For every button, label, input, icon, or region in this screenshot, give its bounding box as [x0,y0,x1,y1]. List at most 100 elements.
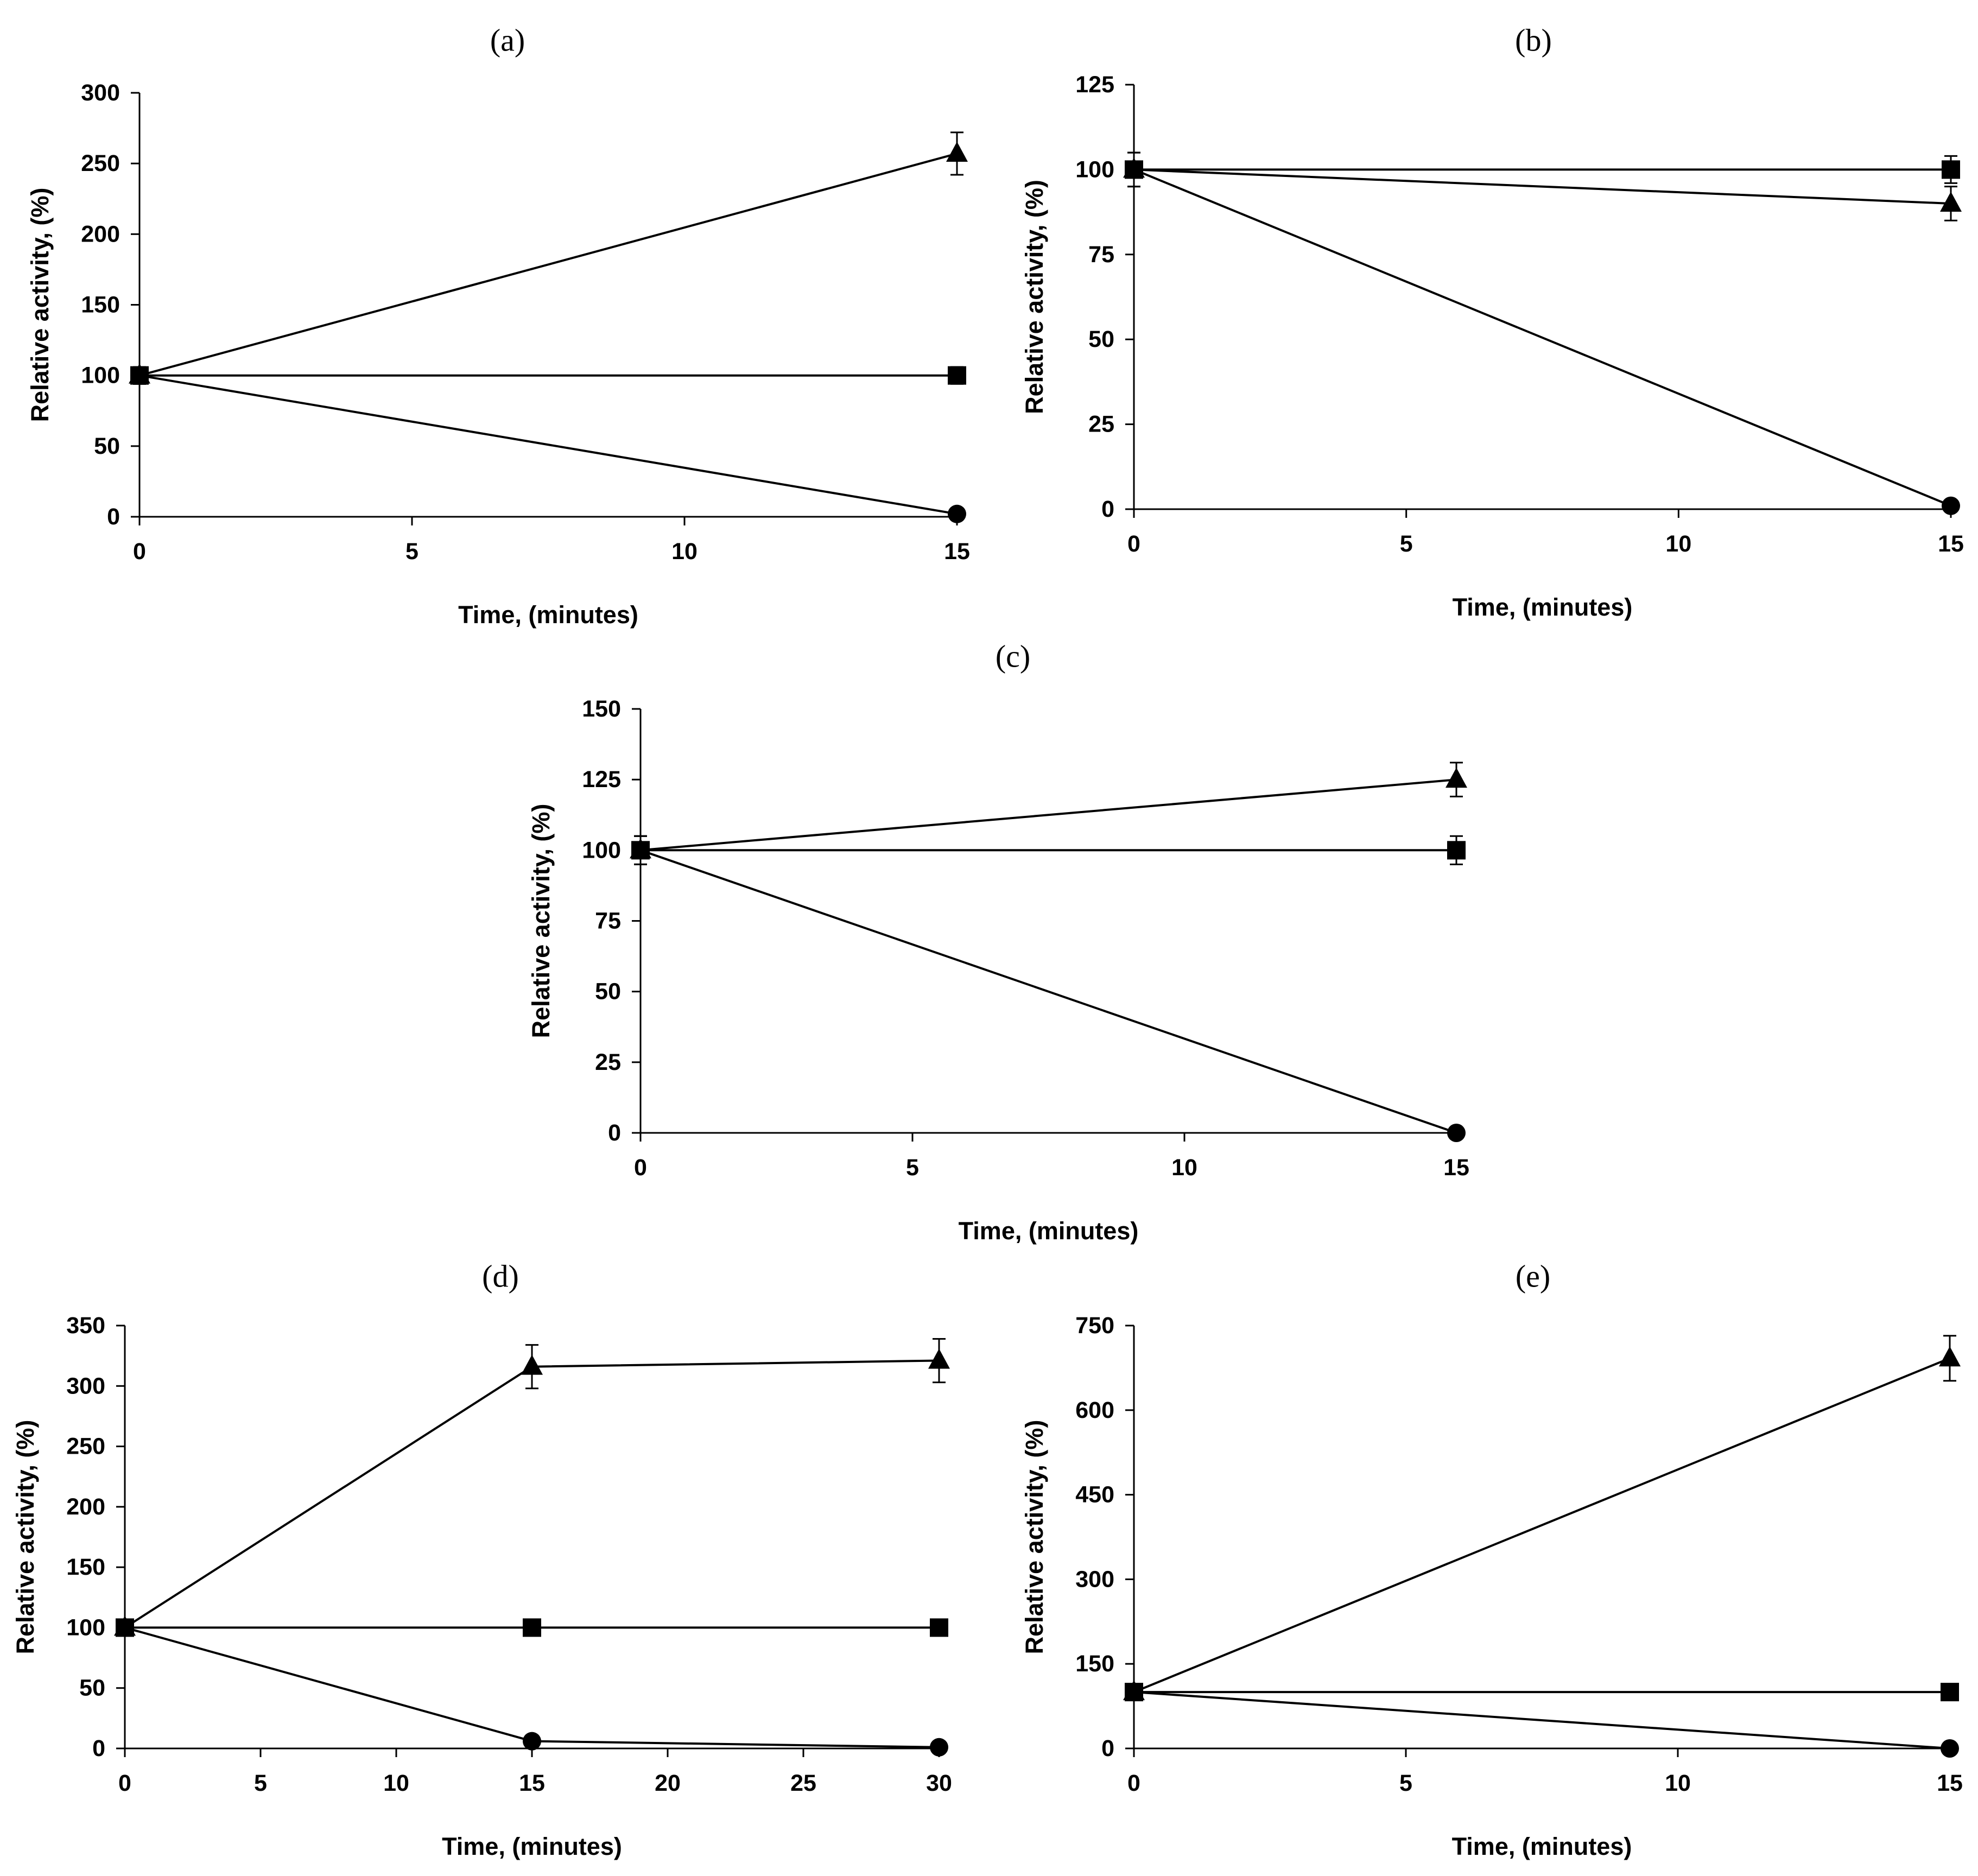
x-tick-label: 30 [926,1770,952,1796]
series-triangle [114,1338,950,1636]
panel-label: (c) [996,638,1030,674]
y-tick-label: 750 [1075,1313,1114,1339]
x-axis-title: Time, (minutes) [458,601,638,629]
x-tick-label: 15 [1938,531,1964,557]
x-axis-title: Time, (minutes) [442,1833,622,1860]
data-point-square [1941,1683,1959,1702]
y-tick-label: 50 [79,1675,105,1701]
y-tick-label: 25 [1088,411,1114,438]
y-tick-label: 150 [81,292,120,318]
data-point-circle [116,1618,134,1637]
data-point-square [1942,160,1960,179]
x-tick-label: 10 [1665,531,1691,557]
y-tick-label: 75 [595,908,621,934]
series-line-triangle [1133,168,1951,205]
series-line-triangle [1133,1357,1950,1693]
series-circle [1125,1683,1959,1758]
data-point-circle [523,1732,541,1751]
series-triangle [129,131,968,385]
series-line-circle [124,1626,940,1748]
y-tick-label: 450 [1075,1482,1114,1508]
x-tick-label: 20 [655,1770,681,1796]
y-tick-label: 0 [1101,1735,1114,1761]
y-tick-label: 200 [81,221,120,247]
x-axis-title: Time, (minutes) [959,1217,1139,1245]
x-tick-label: 0 [634,1155,647,1181]
panel-b: (b) 0 25 50 75 100 125 0 5 10 15 Time, (minutes) Rel… [1020,22,1964,621]
x-tick-label: 15 [1443,1155,1469,1181]
series-triangle [1123,1335,1961,1701]
x-tick-label: 5 [906,1155,919,1181]
series-circle [130,366,966,523]
x-tick-label: 5 [254,1770,267,1796]
y-tick-label: 100 [81,363,120,389]
y-axis-title: Relative activity, (%) [26,188,54,422]
y-axis-title: Relative activity, (%) [1020,1420,1048,1655]
x-axis-title: Time, (minutes) [1453,593,1633,621]
y-tick-label: 75 [1088,242,1114,268]
data-point-square [1447,841,1466,860]
data-point-circle [1447,1124,1466,1142]
series-triangle [630,762,1467,865]
series-circle [116,1618,948,1757]
y-tick-label: 300 [1075,1566,1114,1592]
y-tick-label: 50 [595,979,621,1005]
y-tick-label: 100 [66,1614,105,1640]
y-tick-label: 125 [1075,72,1114,98]
y-tick-label: 300 [66,1373,105,1399]
x-tick-label: 0 [1127,1770,1140,1796]
data-point-circle [631,841,650,860]
data-point-triangle [1446,768,1467,788]
data-point-square [930,1618,948,1637]
series-line-triangle [640,778,1457,852]
x-tick-label: 10 [671,538,698,565]
y-tick-label: 0 [1101,496,1114,522]
data-point-square [948,366,966,385]
data-point-circle [1941,1739,1959,1758]
y-axis-title: Relative activity, (%) [11,1420,39,1655]
y-tick-label: 150 [582,696,621,722]
series-square [1125,151,1960,188]
y-axis-title: Relative activity, (%) [527,804,555,1038]
x-tick-label: 10 [1665,1770,1691,1796]
series-line-circle [139,374,958,515]
x-tick-label: 5 [1399,1770,1412,1796]
x-tick-label: 15 [519,1770,545,1796]
panel-label: (a) [490,22,525,58]
y-tick-label: 0 [608,1120,621,1146]
x-tick-label: 5 [405,538,419,565]
data-point-circle [930,1738,948,1757]
y-tick-label: 125 [582,766,621,793]
y-tick-label: 200 [66,1494,105,1520]
x-tick-label: 5 [1400,531,1413,557]
y-tick-label: 250 [81,150,120,176]
data-point-triangle [521,1354,543,1375]
data-point-circle [130,366,149,385]
data-point-triangle [1940,191,1962,212]
data-point-triangle [928,1348,950,1369]
panel-c: (c) 0 25 50 75 100 125 150 0 5 10 15 Time, (minutes)… [527,638,1469,1245]
series-square [116,1618,948,1637]
series-triangle [1123,151,1962,221]
y-tick-label: 100 [582,837,621,863]
series-line-triangle [139,152,958,377]
y-tick-label: 150 [1075,1651,1114,1677]
x-tick-label: 10 [383,1770,409,1796]
y-tick-label: 250 [66,1434,105,1460]
y-tick-label: 600 [1075,1397,1114,1423]
y-tick-label: 350 [66,1313,105,1339]
data-point-triangle [946,141,968,162]
series-line-circle [1133,168,1951,507]
x-tick-label: 15 [944,538,970,565]
series-line-triangle [124,1359,940,1629]
y-axis-title: Relative activity, (%) [1020,180,1048,414]
data-point-circle [1125,1683,1143,1702]
y-tick-label: 0 [107,504,120,530]
x-tick-label: 10 [1171,1155,1197,1181]
panel-a: (a) 0 50 100 150 200 250 300 0 5 10 15 Time, (minute… [26,22,970,629]
data-point-circle [948,504,966,523]
x-tick-label: 25 [790,1770,816,1796]
series-square [130,366,966,385]
series-circle [1125,151,1960,515]
